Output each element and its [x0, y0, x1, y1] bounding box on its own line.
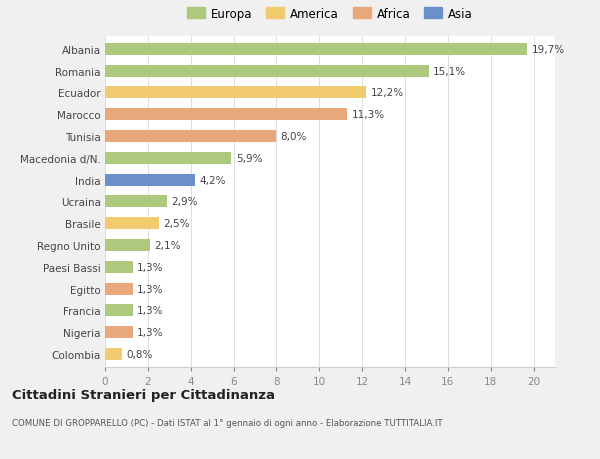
Bar: [105, 44, 527, 56]
Bar: [105, 152, 232, 164]
Bar: [105, 66, 428, 78]
Text: 8,0%: 8,0%: [281, 132, 307, 142]
Text: 15,1%: 15,1%: [433, 67, 466, 77]
Text: 2,1%: 2,1%: [154, 241, 181, 251]
Text: COMUNE DI GROPPARELLO (PC) - Dati ISTAT al 1° gennaio di ogni anno - Elaborazion: COMUNE DI GROPPARELLO (PC) - Dati ISTAT …: [12, 418, 443, 427]
Legend: Europa, America, Africa, Asia: Europa, America, Africa, Asia: [184, 4, 476, 24]
Text: 1,3%: 1,3%: [137, 262, 164, 272]
Bar: [105, 305, 133, 317]
Bar: [105, 218, 158, 230]
Bar: [105, 87, 367, 99]
Text: 4,2%: 4,2%: [199, 175, 226, 185]
Text: 2,9%: 2,9%: [172, 197, 198, 207]
Text: Cittadini Stranieri per Cittadinanza: Cittadini Stranieri per Cittadinanza: [12, 388, 275, 401]
Bar: [105, 174, 195, 186]
Text: 1,3%: 1,3%: [137, 306, 164, 316]
Text: 5,9%: 5,9%: [236, 153, 262, 163]
Bar: [105, 261, 133, 273]
Text: 11,3%: 11,3%: [352, 110, 385, 120]
Text: 0,8%: 0,8%: [127, 349, 153, 359]
Text: 12,2%: 12,2%: [371, 88, 404, 98]
Bar: [105, 283, 133, 295]
Bar: [105, 326, 133, 338]
Text: 1,3%: 1,3%: [137, 284, 164, 294]
Bar: [105, 131, 277, 143]
Text: 2,5%: 2,5%: [163, 218, 190, 229]
Bar: [105, 109, 347, 121]
Text: 1,3%: 1,3%: [137, 327, 164, 337]
Bar: [105, 348, 122, 360]
Bar: [105, 196, 167, 208]
Text: 19,7%: 19,7%: [532, 45, 565, 55]
Bar: [105, 240, 150, 252]
